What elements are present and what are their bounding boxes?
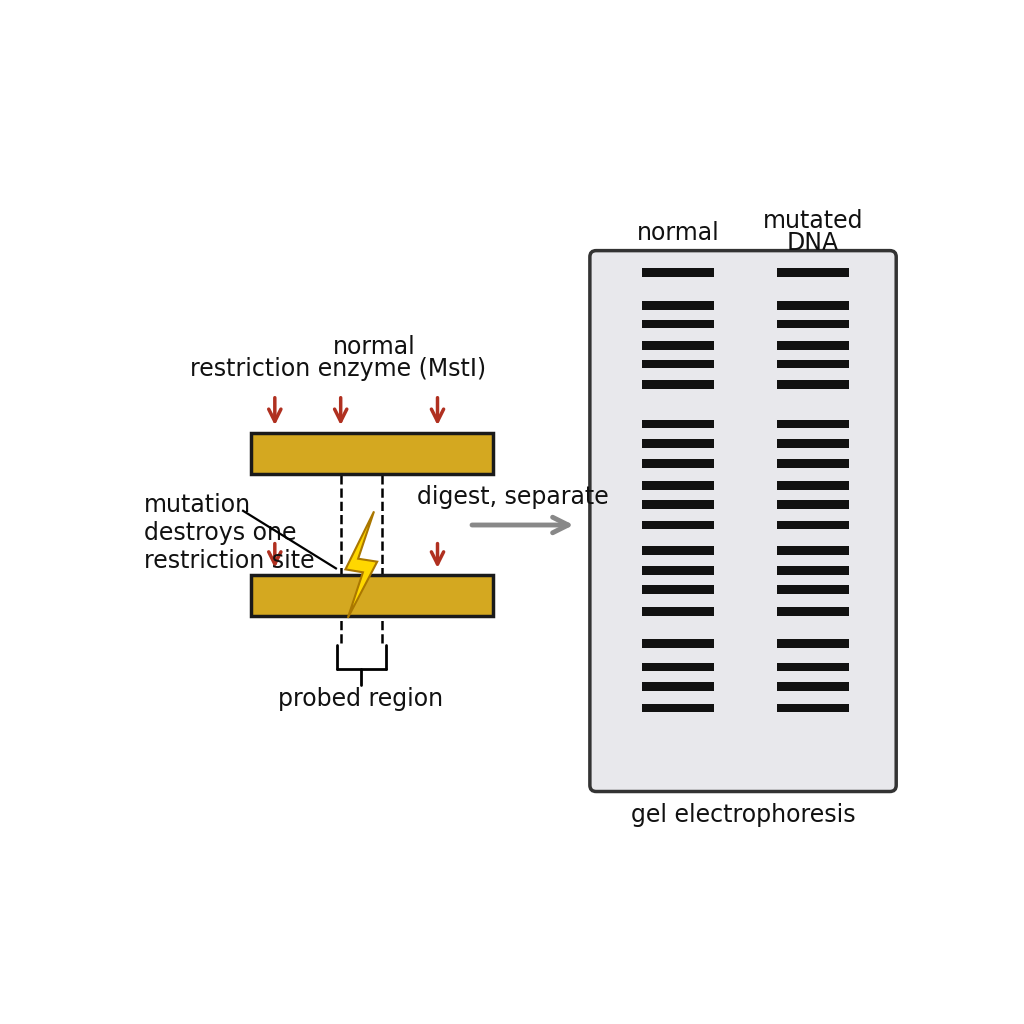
Bar [642,481,714,489]
Bar [251,433,493,474]
Bar [642,607,714,616]
Bar [642,420,714,428]
Text: probed region: probed region [278,687,443,711]
Bar [642,459,714,468]
Bar [777,268,849,278]
Bar [777,520,849,529]
Bar [777,420,849,428]
Bar [642,546,714,555]
Polygon shape [345,511,377,617]
Bar [777,639,849,647]
Bar [777,703,849,713]
Bar [777,566,849,575]
Bar [777,341,849,349]
Text: DNA: DNA [786,231,839,255]
Bar [777,607,849,616]
Text: normal: normal [637,221,719,245]
Bar [642,301,714,310]
Bar [777,439,849,449]
Bar [642,663,714,672]
Bar [642,586,714,594]
Bar [642,682,714,691]
Bar [777,586,849,594]
Bar [642,268,714,278]
Bar [777,481,849,489]
Bar [642,500,714,509]
Bar [642,703,714,713]
Text: mutated: mutated [763,209,863,233]
Text: normal: normal [333,336,416,359]
Bar [642,341,714,349]
Bar [777,682,849,691]
Text: restriction enzyme (MstI): restriction enzyme (MstI) [190,356,486,381]
Bar [642,380,714,389]
Bar [777,546,849,555]
Bar [777,459,849,468]
Text: digest, separate: digest, separate [417,485,609,509]
Bar [777,663,849,672]
Bar [777,359,849,369]
Bar [642,439,714,449]
Bar [777,380,849,389]
Bar [251,574,493,615]
Bar [777,500,849,509]
Text: gel electrophoresis: gel electrophoresis [631,803,855,826]
Text: mutation
destroys one
restriction site: mutation destroys one restriction site [143,494,314,573]
Bar [642,359,714,369]
FancyBboxPatch shape [590,251,896,792]
Bar [642,639,714,647]
Bar [642,319,714,329]
Bar [777,301,849,310]
Bar [642,520,714,529]
Bar [642,566,714,575]
Bar [777,319,849,329]
